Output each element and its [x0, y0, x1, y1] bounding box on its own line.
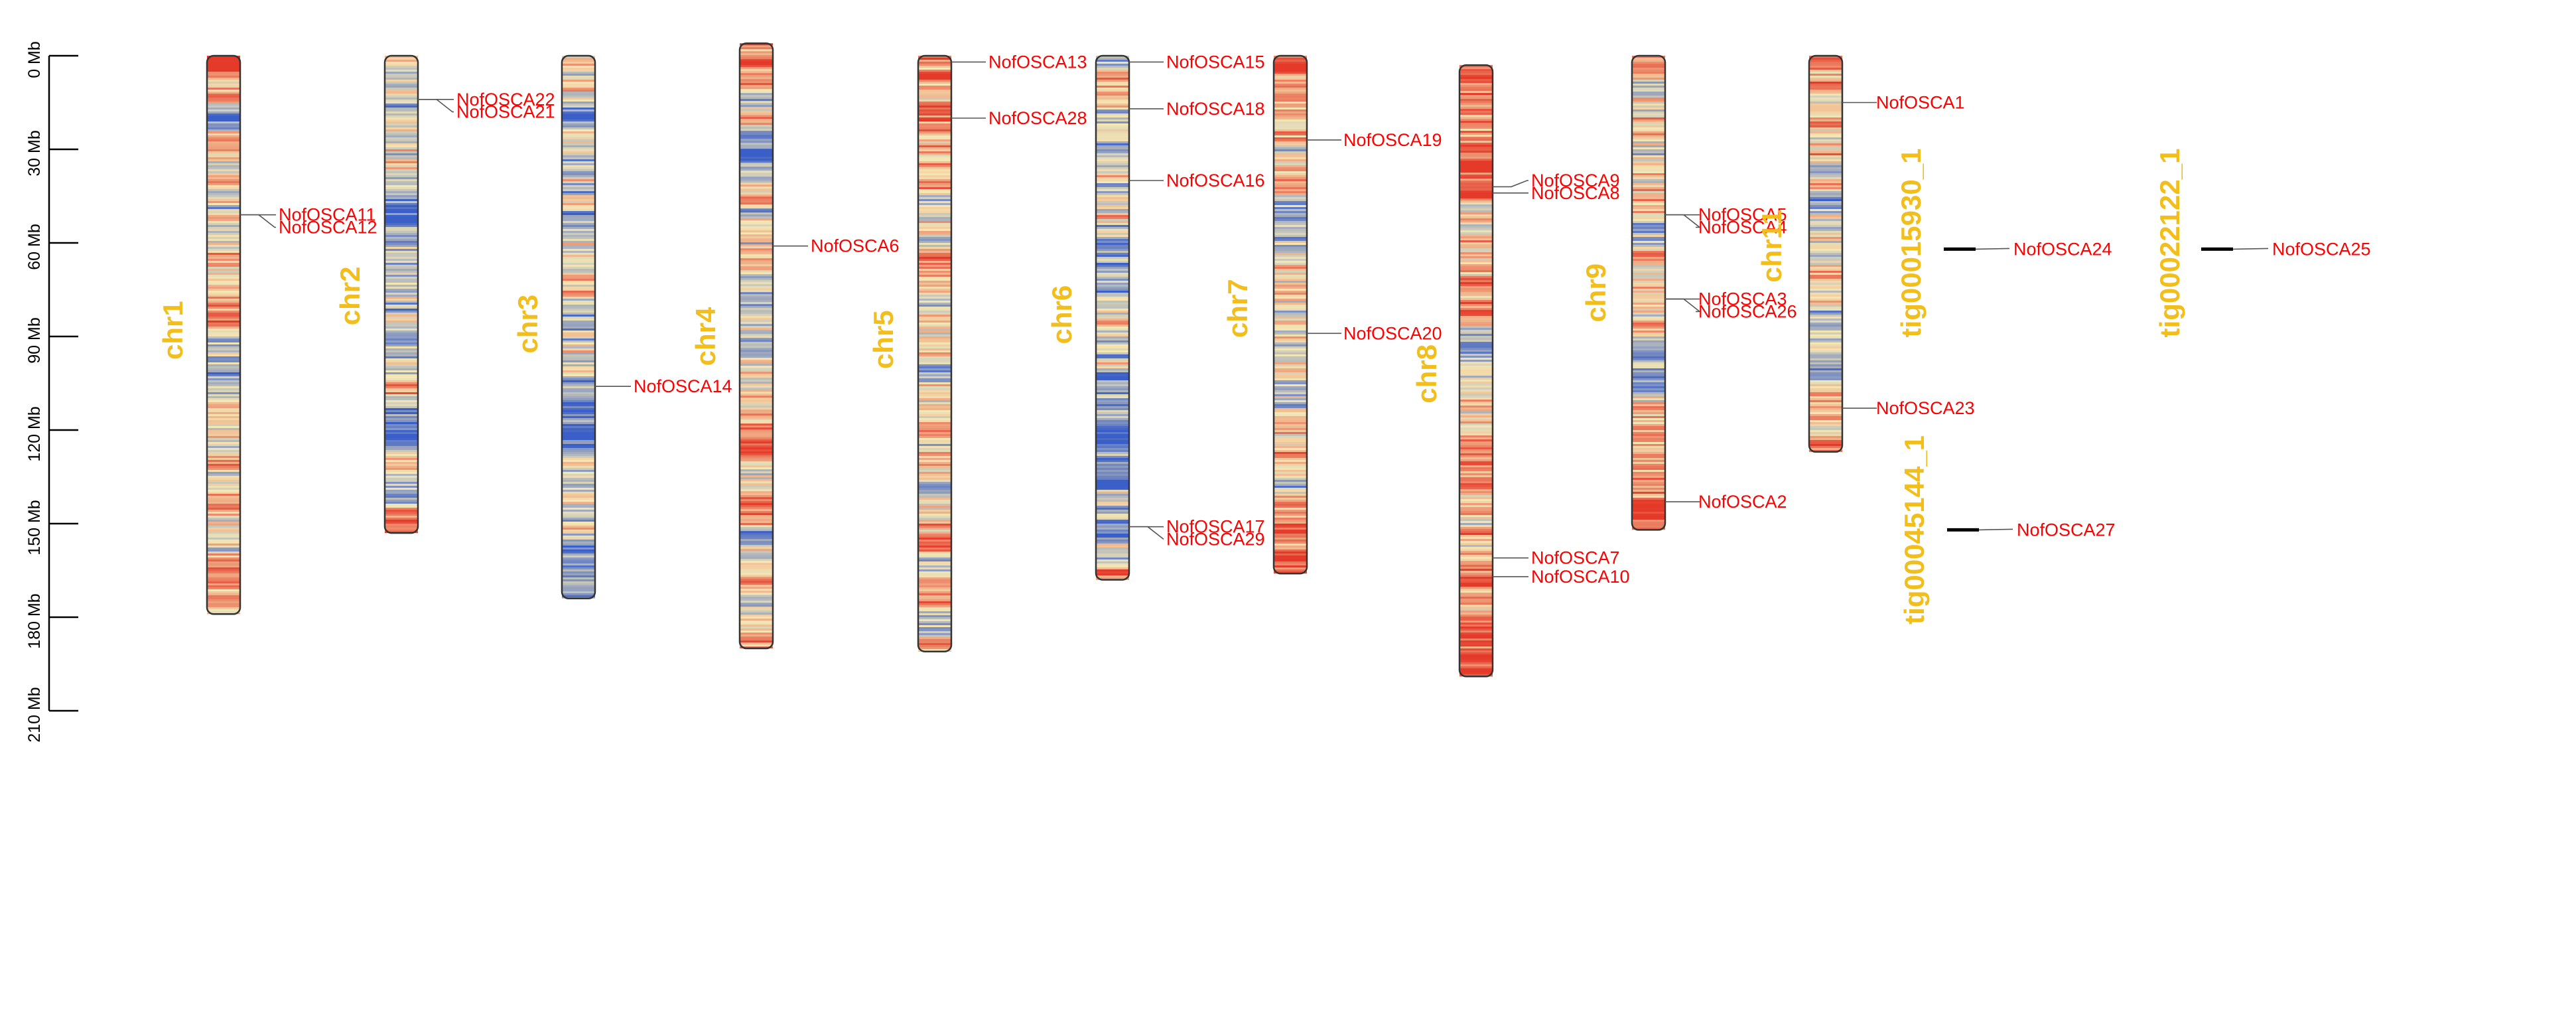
scaffold-tig00045144_1: tig00045144_1 NofOSCA27: [1899, 435, 2116, 624]
gene-leader-line: [2233, 248, 2268, 249]
chromosome-chr5: chr5 NofOSCA13 NofOSCA28: [868, 52, 1087, 651]
gene-label: NofOSCA7: [1531, 548, 1620, 568]
chromosome-label: chr6: [1046, 285, 1077, 344]
gene-leader-line: [1665, 299, 1700, 312]
gene-label: NofOSCA18: [1166, 99, 1265, 119]
density-bands: [740, 43, 773, 648]
density-bands: [1096, 56, 1129, 580]
axis-tick-label: 120 Mb: [25, 406, 44, 461]
axis-tick-label: 150 Mb: [25, 500, 44, 555]
density-bands: [1459, 65, 1493, 676]
gene-label: NofOSCA27: [2017, 520, 2116, 540]
gene-label: NofOSCA2: [1698, 492, 1787, 512]
chromosome-chr7: chr7 NofOSCA19 NofOSCA20: [1222, 56, 1442, 573]
density-bands: [562, 56, 595, 599]
axis-tick-label: 90 Mb: [25, 317, 44, 363]
gene-label: NofOSCA28: [988, 108, 1087, 128]
chromosome-label: chr7: [1222, 279, 1253, 338]
chromosome-label: chr9: [1580, 263, 1611, 323]
gene-leader-line: [1493, 181, 1528, 186]
axis-tick-label: 0 Mb: [25, 41, 44, 78]
gene-leader-line: [1665, 215, 1700, 228]
scale-axis: 0 Mb 30 Mb 60 Mb 90 Mb 120 Mb 150 Mb 180 Mb 210…: [25, 41, 78, 742]
chromosome-label: chr8: [1411, 344, 1442, 404]
gene-leader-line: [240, 215, 276, 228]
density-bands: [1809, 56, 1842, 452]
density-bands: [1274, 56, 1307, 573]
gene-label: NofOSCA23: [1876, 398, 1975, 418]
scaffolds: tig00015930_1 NofOSCA24 tig00022122_1 NofOS…: [1895, 149, 2371, 624]
chromosome-label: chr5: [868, 310, 899, 369]
scaffold-tig00015930_1: tig00015930_1 NofOSCA24: [1895, 149, 2112, 338]
gene-label: NofOSCA26: [1698, 301, 1797, 321]
gene-label: NofOSCA12: [279, 218, 377, 238]
density-bands: [918, 56, 951, 652]
chromosome-chr9: chr9NofOSCA5NofOSCA4NofOSCA3NofOSCA26Nof…: [1580, 56, 1797, 530]
gene-label: NofOSCA25: [2272, 239, 2371, 259]
chromosome-chr11: chr11 NofOSCA1 NofOSCA23: [1756, 56, 1975, 452]
gene-leader-line: [1976, 248, 2009, 249]
chromosome-label: chr11: [1756, 210, 1787, 283]
density-bands: [1632, 56, 1665, 530]
gene-label: NofOSCA29: [1166, 530, 1265, 550]
gene-label: NofOSCA15: [1166, 52, 1265, 72]
gene-label: NofOSCA19: [1343, 130, 1442, 150]
chromosome-label: chr3: [512, 295, 543, 354]
chromosome-label: chr1: [157, 301, 188, 360]
scaffold-label: tig00022122_1: [2154, 149, 2185, 338]
gene-label: NofOSCA16: [1166, 171, 1265, 190]
axis-tick-label: 180 Mb: [25, 593, 44, 648]
density-bands: [207, 56, 240, 614]
axis-tick-label: 60 Mb: [25, 224, 44, 269]
gene-label: NofOSCA24: [2013, 239, 2112, 259]
gene-leader-line: [418, 100, 454, 112]
gene-label: NofOSCA10: [1531, 567, 1630, 587]
gene-label: NofOSCA21: [456, 102, 555, 122]
gene-leader-line: [1129, 527, 1164, 540]
scaffold-tig00022122_1: tig00022122_1 NofOSCA25: [2154, 149, 2371, 338]
scaffold-label: tig00015930_1: [1895, 149, 1927, 338]
chromosome-label: chr2: [334, 267, 366, 326]
scaffold-label: tig00045144_1: [1899, 435, 1930, 624]
axis-tick-label: 30 Mb: [25, 130, 44, 176]
gene-leader-line: [1979, 529, 2013, 530]
gene-label: NofOSCA8: [1531, 183, 1620, 203]
gene-label: NofOSCA6: [811, 236, 900, 256]
gene-label: NofOSCA14: [634, 376, 732, 396]
axis-tick-label: 210 Mb: [25, 687, 44, 742]
gene-label: NofOSCA1: [1876, 93, 1965, 113]
gene-label: NofOSCA13: [988, 52, 1087, 72]
gene-label: NofOSCA20: [1343, 323, 1442, 343]
chromosomes: chr1NofOSCA11NofOSCA12chr2NofOSCA22NofOS…: [157, 43, 1975, 676]
chromosome-label: chr4: [690, 307, 721, 366]
density-bands: [385, 56, 418, 533]
